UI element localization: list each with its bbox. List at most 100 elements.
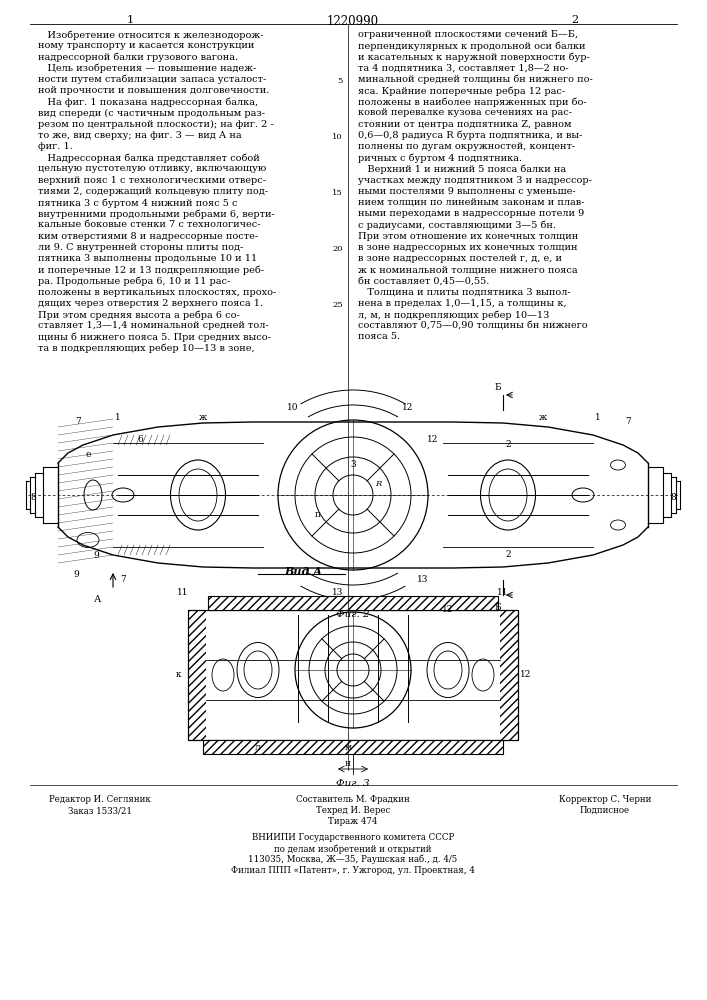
Text: На фиг. 1 показана надрессорная балка,: На фиг. 1 показана надрессорная балка,	[38, 97, 258, 107]
Text: по делам изобретений и открытий: по делам изобретений и открытий	[274, 844, 432, 854]
Text: 15: 15	[332, 189, 343, 197]
Text: ра. Продольные ребра 6, 10 и 11 рас-: ра. Продольные ребра 6, 10 и 11 рас-	[38, 276, 230, 286]
Text: дящих через отверстия 2 верхнего пояса 1.: дящих через отверстия 2 верхнего пояса 1…	[38, 299, 263, 308]
Text: Филиал ППП «Патент», г. Ужгород, ул. Проектная, 4: Филиал ППП «Патент», г. Ужгород, ул. Про…	[231, 866, 475, 875]
Text: 13: 13	[417, 575, 428, 584]
Text: ж: ж	[539, 413, 547, 422]
Text: резом по центральной плоскости); на фиг. 2 -: резом по центральной плоскости); на фиг.…	[38, 120, 274, 129]
Text: пятника 3 с буртом 4 нижний пояс 5 с: пятника 3 с буртом 4 нижний пояс 5 с	[38, 198, 238, 208]
Text: л, м, н подкрепляющих ребер 10—13: л, м, н подкрепляющих ребер 10—13	[358, 310, 549, 320]
Text: ВНИИПИ Государственного комитета СССР: ВНИИПИ Государственного комитета СССР	[252, 833, 454, 842]
Text: верхний пояс 1 с технологическими отверс-: верхний пояс 1 с технологическими отверс…	[38, 176, 266, 185]
Text: 3: 3	[350, 460, 356, 469]
Text: ной прочности и повышения долговечности.: ной прочности и повышения долговечности.	[38, 86, 269, 95]
Bar	[208, 596, 498, 610]
Text: 12: 12	[402, 403, 414, 412]
Text: 8: 8	[30, 493, 36, 502]
Text: 1220990: 1220990	[327, 15, 379, 28]
Text: Фиг. 2: Фиг. 2	[337, 610, 370, 619]
Text: 20: 20	[332, 245, 343, 253]
Text: 10: 10	[287, 403, 299, 412]
Text: Фиг. 3: Фиг. 3	[337, 779, 370, 788]
Text: ж: ж	[199, 413, 207, 422]
Text: ковой перевалке кузова сечениях на рас-: ковой перевалке кузова сечениях на рас-	[358, 108, 572, 117]
Text: 113035, Москва, Ж—35, Раушская наб., д. 4/5: 113035, Москва, Ж—35, Раушская наб., д. …	[248, 855, 457, 864]
Text: Подписное: Подписное	[580, 806, 630, 815]
Text: Цель изобретения — повышение надеж-: Цель изобретения — повышение надеж-	[38, 64, 256, 73]
Ellipse shape	[112, 488, 134, 502]
Text: ли 9. С внутренней стороны плиты под-: ли 9. С внутренней стороны плиты под-	[38, 243, 243, 252]
Text: 25: 25	[332, 301, 343, 309]
Text: ж к номинальной толщине нижнего пояса: ж к номинальной толщине нижнего пояса	[358, 265, 578, 274]
Text: нена в пределах 1,0—1,15, а толщины к,: нена в пределах 1,0—1,15, а толщины к,	[358, 299, 566, 308]
Text: положены в вертикальных плоскостях, прохо-: положены в вертикальных плоскостях, прох…	[38, 288, 276, 297]
Text: 12: 12	[427, 435, 438, 444]
Text: 0,6—0,8 радиуса R бурта подпятника, и вы-: 0,6—0,8 радиуса R бурта подпятника, и вы…	[358, 131, 583, 140]
Text: 2: 2	[571, 15, 578, 25]
Text: 12: 12	[443, 605, 454, 614]
Text: ности путем стабилизации запаса усталост-: ности путем стабилизации запаса усталост…	[38, 75, 267, 84]
Text: 11: 11	[497, 588, 509, 597]
Text: участках между подпятником 3 и надрессор-: участках между подпятником 3 и надрессор…	[358, 176, 592, 185]
Text: Составитель М. Фрадкин: Составитель М. Фрадкин	[296, 795, 410, 804]
Text: в зоне надрессорных постелей г, д, е, и: в зоне надрессорных постелей г, д, е, и	[358, 254, 562, 263]
Text: Заказ 1533/21: Заказ 1533/21	[68, 806, 132, 815]
Text: 9: 9	[93, 551, 99, 560]
Text: и касательных к наружной поверхности бур-: и касательных к наружной поверхности бур…	[358, 52, 590, 62]
Ellipse shape	[611, 460, 626, 470]
Text: ному транспорту и касается конструкции: ному транспорту и касается конструкции	[38, 41, 255, 50]
Text: Надрессорная балка представляет собой: Надрессорная балка представляет собой	[38, 153, 259, 163]
Text: Толщина и плиты подпятника 3 выпол-: Толщина и плиты подпятника 3 выпол-	[358, 288, 571, 297]
Text: 7: 7	[120, 575, 126, 584]
Text: вид спереди (с частичным продольным раз-: вид спереди (с частичным продольным раз-	[38, 108, 265, 118]
Text: ставляет 1,3—1,4 номинальной средней тол-: ставляет 1,3—1,4 номинальной средней тол…	[38, 321, 269, 330]
Text: пятника 3 выполнены продольные 10 и 11: пятника 3 выполнены продольные 10 и 11	[38, 254, 257, 263]
Text: 9: 9	[73, 570, 79, 579]
Text: и поперечные 12 и 13 подкрепляющие реб-: и поперечные 12 и 13 подкрепляющие реб-	[38, 265, 264, 275]
Text: 12: 12	[520, 670, 532, 679]
Text: А: А	[94, 595, 102, 604]
Text: 1: 1	[127, 15, 134, 25]
Text: ричных с буртом 4 подпятника.: ричных с буртом 4 подпятника.	[358, 153, 522, 163]
Ellipse shape	[77, 532, 99, 548]
Text: полнены по дугам окружностей, концент-: полнены по дугам окружностей, концент-	[358, 142, 575, 151]
Text: 1: 1	[115, 413, 121, 422]
Text: ограниченной плоскостями сечений Б—Б,: ограниченной плоскостями сечений Б—Б,	[358, 30, 578, 39]
Bar	[188, 610, 206, 740]
Text: При этом отношение их конечных толщин: При этом отношение их конечных толщин	[358, 232, 578, 241]
Text: 7: 7	[625, 417, 631, 426]
Text: в зоне надрессорных их конечных толщин: в зоне надрессорных их конечных толщин	[358, 243, 578, 252]
Text: составляют 0,75—0,90 толщины бн нижнего: составляют 0,75—0,90 толщины бн нижнего	[358, 321, 588, 330]
Text: Б: Б	[495, 383, 501, 392]
Ellipse shape	[611, 520, 626, 530]
Text: 2: 2	[506, 550, 511, 559]
Text: бн составляет 0,45—0,55.: бн составляет 0,45—0,55.	[358, 276, 489, 285]
Text: та в подкрепляющих ребер 10—13 в зоне,: та в подкрепляющих ребер 10—13 в зоне,	[38, 344, 255, 353]
Text: 5: 5	[338, 77, 343, 85]
Text: Верхний 1 и нижний 5 пояса балки на: Верхний 1 и нижний 5 пояса балки на	[358, 164, 566, 174]
Text: минальной средней толщины бн нижнего по-: минальной средней толщины бн нижнего по-	[358, 75, 592, 84]
Text: Техред И. Верес: Техред И. Верес	[316, 806, 390, 815]
Text: пояса 5.: пояса 5.	[358, 332, 400, 341]
Text: яса. Крайние поперечные ребра 12 рас-: яса. Крайние поперечные ребра 12 рас-	[358, 86, 565, 96]
Text: 2: 2	[506, 440, 511, 449]
Text: надрессорной балки грузового вагона.: надрессорной балки грузового вагона.	[38, 52, 238, 62]
Text: внутренними продольными ребрами 6, верти-: внутренними продольными ребрами 6, верти…	[38, 209, 275, 219]
Text: м: м	[344, 743, 351, 752]
Bar	[188, 610, 518, 740]
Text: к: к	[175, 670, 181, 679]
Ellipse shape	[572, 488, 594, 502]
Text: ными переходами в надрессорные потели 9: ными переходами в надрессорные потели 9	[358, 209, 584, 218]
Text: н: н	[345, 759, 351, 768]
Ellipse shape	[472, 659, 494, 691]
Text: с радиусами, составляющими 3—5 бн.: с радиусами, составляющими 3—5 бн.	[358, 220, 556, 230]
Text: л: л	[255, 743, 261, 752]
Text: 7: 7	[75, 417, 81, 426]
Text: фиг. 1.: фиг. 1.	[38, 142, 73, 151]
Text: то же, вид сверху; на фиг. 3 — вид А на: то же, вид сверху; на фиг. 3 — вид А на	[38, 131, 242, 140]
Text: перпендикулярных к продольной оси балки: перпендикулярных к продольной оси балки	[358, 41, 585, 51]
Text: 10: 10	[332, 133, 343, 141]
Text: Корректор С. Черни: Корректор С. Черни	[559, 795, 651, 804]
Text: При этом средняя высота а ребра 6 со-: При этом средняя высота а ребра 6 со-	[38, 310, 240, 320]
Text: 8: 8	[670, 493, 676, 502]
